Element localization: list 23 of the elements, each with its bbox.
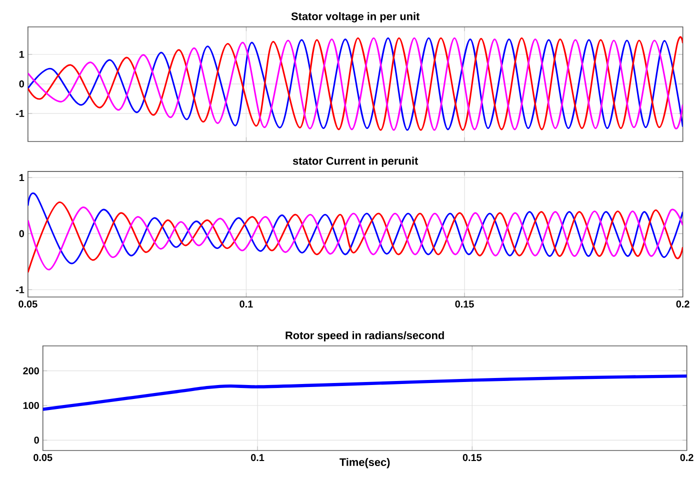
x-tick-label: 0.1 <box>240 300 253 308</box>
y-tick-label: 1 <box>20 174 24 181</box>
line-series <box>42 374 687 411</box>
y-tick-label: -1 <box>16 110 24 117</box>
x-tick-label: 0.05 <box>34 454 52 461</box>
x-tick-label: 0.15 <box>455 300 474 308</box>
chart-title: Stator voltage in per unit <box>291 12 420 22</box>
y-tick-label: 0 <box>19 230 24 237</box>
x-tick-label: 0.2 <box>676 300 690 308</box>
y-tick-label: 100 <box>23 402 39 409</box>
x-tick-label: 0.1 <box>250 454 264 461</box>
y-tick-label: 0 <box>34 436 39 444</box>
y-tick-label: 0 <box>19 80 24 88</box>
y-tick-label: -1 <box>16 286 24 293</box>
line-series <box>28 37 683 131</box>
x-tick-label: 0.15 <box>462 454 482 461</box>
x-tick-label: 0.2 <box>680 454 694 461</box>
chart-title: stator Current in perunit <box>292 156 418 167</box>
y-tick-label: 200 <box>23 367 39 374</box>
x-axis-title: Time(sec) <box>340 458 390 468</box>
y-tick-label: 1 <box>20 50 24 58</box>
x-tick-label: 0.05 <box>18 300 38 308</box>
chart-title: Rotor speed in radians/second <box>286 330 444 342</box>
